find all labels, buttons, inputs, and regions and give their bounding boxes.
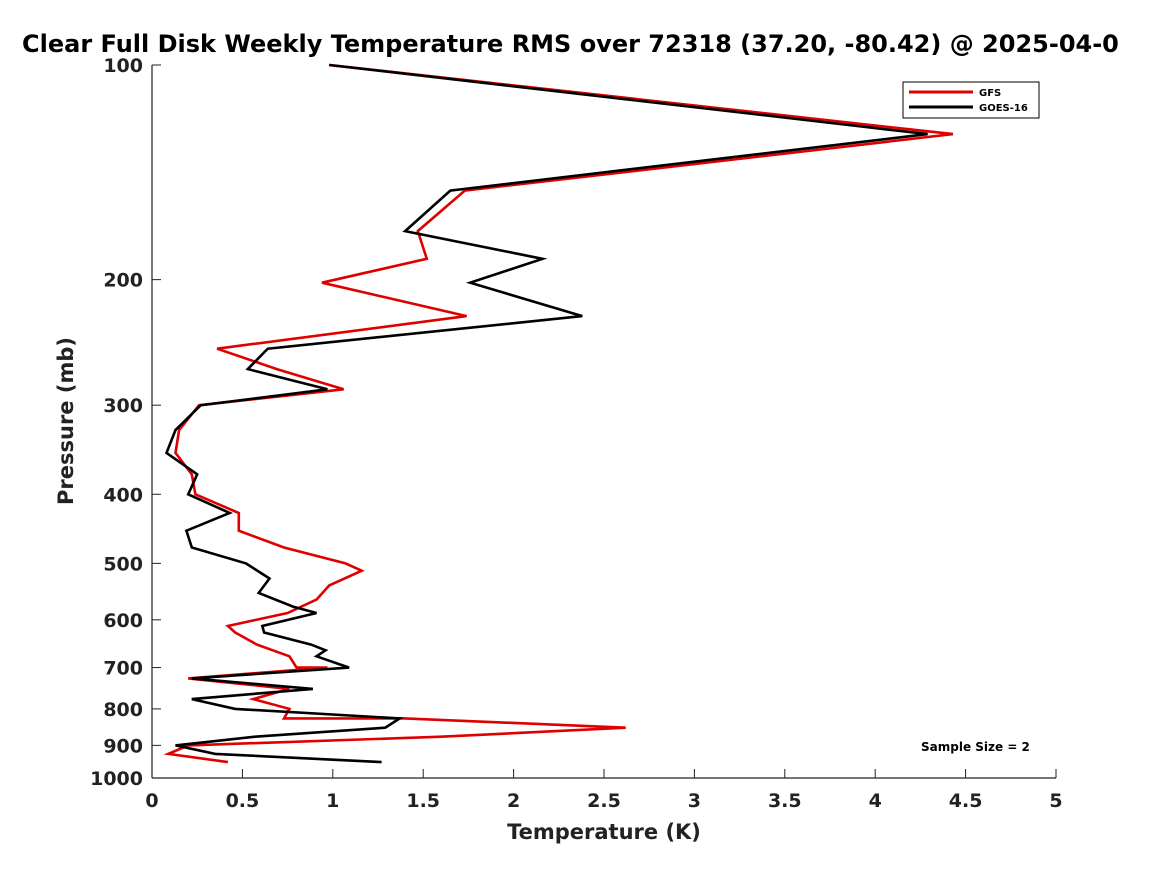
- legend: GFS GOES-16: [902, 81, 1040, 119]
- y-tick-label: 500: [103, 553, 143, 575]
- x-tick-label: 2.5: [587, 790, 621, 812]
- x-tick-label: 5: [1049, 790, 1062, 812]
- x-tick-label: 3: [688, 790, 701, 812]
- y-tick-label: 300: [103, 395, 143, 417]
- y-tick-label: 400: [103, 484, 143, 506]
- x-tick-label: 2: [507, 790, 520, 812]
- y-tick-label: 800: [103, 699, 143, 721]
- y-tick-label: 1000: [90, 768, 143, 790]
- y-tick-label: 600: [103, 610, 143, 632]
- series-lines: [163, 63, 954, 764]
- x-tick-label: 0: [145, 790, 158, 812]
- legend-label-goes16: GOES-16: [979, 103, 1028, 114]
- x-tick-label: 3.5: [768, 790, 802, 812]
- x-axis-label: Temperature (K): [507, 820, 701, 844]
- chart-title: Clear Full Disk Weekly Temperature RMS o…: [22, 30, 1119, 58]
- sample-size-annotation: Sample Size = 2: [921, 740, 1030, 754]
- x-tick-label: 0.5: [226, 790, 260, 812]
- x-tick-label: 4: [869, 790, 882, 812]
- y-tick-label: 700: [103, 658, 143, 680]
- y-tick-label: 200: [103, 270, 143, 292]
- series-line-goes16: [164, 63, 928, 764]
- x-tick-label: 4.5: [949, 790, 983, 812]
- y-axis-label: Pressure (mb): [54, 337, 78, 505]
- x-tick-label: 1: [326, 790, 339, 812]
- y-tick-label: 900: [103, 735, 143, 757]
- plot-axes: 0 0.5 1 1.5 2 2.5 3 3.5 4 4.5 5 100 200 300 400 500 600 7…: [90, 55, 1063, 812]
- series-line-gfs: [163, 63, 954, 764]
- y-tick-label: 100: [103, 55, 143, 77]
- legend-box: [902, 81, 1040, 119]
- legend-label-gfs: GFS: [979, 88, 1001, 99]
- x-tick-label: 1.5: [406, 790, 440, 812]
